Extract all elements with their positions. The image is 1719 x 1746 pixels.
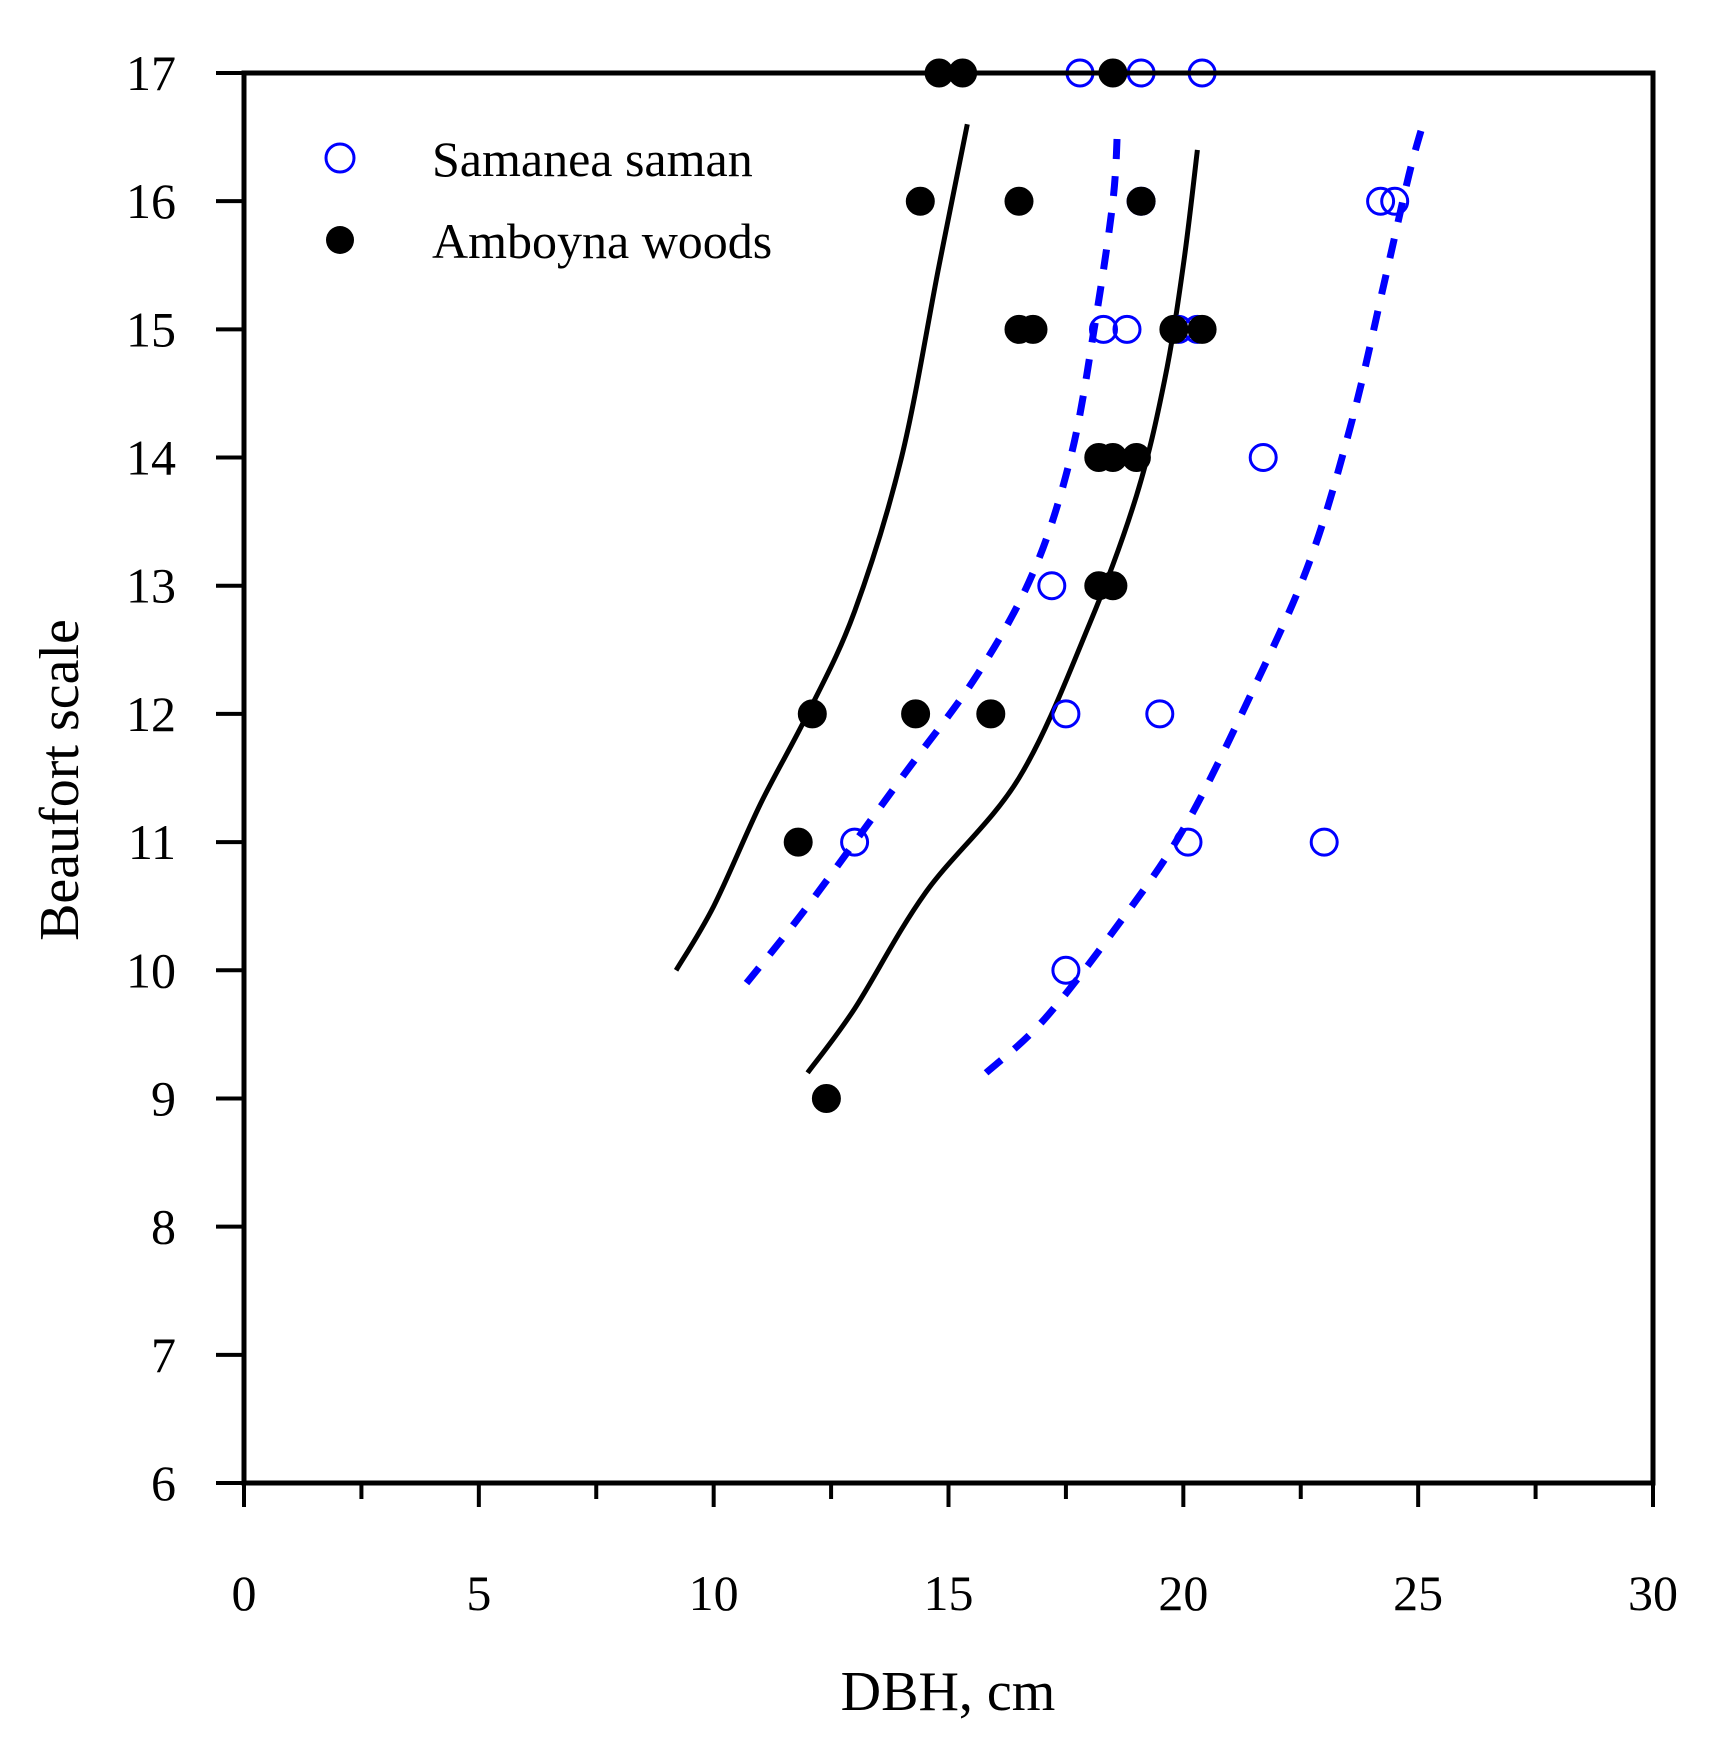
x-tick-label: 0 (232, 1565, 257, 1621)
point-samanea-saman (1051, 699, 1081, 729)
curve-samanea-saman-curve-1 (743, 124, 1122, 986)
fit-curves (673, 123, 1427, 1076)
point-amboyna-woods (976, 699, 1006, 729)
point-samanea-saman (1380, 186, 1410, 216)
point-amboyna-woods (1121, 443, 1151, 472)
y-tick-label: 11 (128, 814, 176, 870)
point-samanea-saman (1051, 955, 1081, 985)
point-amboyna-woods (797, 699, 827, 729)
legend-label-samanea-saman: Samanea saman (432, 131, 753, 187)
curve-amboyna-woods-curve-2 (805, 149, 1200, 1075)
legend: Samanea saman Amboyna woods (324, 131, 772, 269)
y-tick-label: 6 (151, 1455, 176, 1511)
y-tick-label: 7 (151, 1327, 176, 1383)
y-axis-title: Beaufort scale (29, 619, 91, 941)
x-tick-label: 25 (1393, 1565, 1443, 1621)
axes (241, 70, 1656, 1486)
point-samanea-saman (840, 827, 870, 857)
point-amboyna-woods (1159, 314, 1189, 344)
y-tick-label: 12 (126, 686, 176, 742)
y-tick-label: 14 (126, 430, 176, 486)
y-tick-label: 17 (126, 45, 176, 101)
legend-marker-samanea-saman (324, 142, 356, 174)
x-tick-label: 10 (689, 1565, 739, 1621)
point-samanea-saman (1309, 827, 1339, 857)
x-tick-label: 30 (1628, 1565, 1678, 1621)
y-tick-label: 10 (126, 942, 176, 998)
y-tick-label: 13 (126, 558, 176, 614)
point-amboyna-woods (811, 1084, 841, 1113)
point-amboyna-woods (1018, 314, 1048, 344)
y-tick-label: 15 (126, 301, 176, 357)
point-amboyna-woods (1004, 186, 1034, 216)
x-tick-label: 15 (924, 1565, 974, 1621)
y-tick-label: 16 (126, 173, 176, 229)
point-samanea-saman (1248, 443, 1278, 472)
point-amboyna-woods (905, 186, 935, 216)
curve-samanea-saman-curve-2 (983, 123, 1427, 1076)
point-amboyna-woods (1187, 314, 1217, 344)
y-tick-label: 8 (151, 1199, 176, 1255)
legend-label-amboyna-woods: Amboyna woods (432, 213, 772, 269)
point-samanea-saman (1112, 314, 1142, 344)
plot-frame (241, 70, 1656, 1486)
point-amboyna-woods (1126, 186, 1156, 216)
point-samanea-saman (1366, 186, 1396, 216)
y-tick-label: 9 (151, 1070, 176, 1126)
ticks: 0 5 10 15 20 25 30 6 7 8 9 10 11 12 13 14 15 16 17 (126, 45, 1678, 1621)
point-samanea-saman (1145, 699, 1175, 729)
point-amboyna-woods (783, 827, 813, 857)
point-amboyna-woods (901, 699, 931, 729)
point-samanea-saman (1089, 314, 1118, 344)
x-tick-label: 20 (1158, 1565, 1208, 1621)
x-axis-title: DBH, cm (841, 1661, 1056, 1723)
point-samanea-saman (1037, 571, 1067, 601)
point-samanea-saman (1173, 827, 1203, 857)
point-amboyna-woods (1098, 571, 1128, 601)
curve-amboyna-woods-curve-1 (673, 123, 970, 972)
x-tick-label: 5 (466, 1565, 491, 1621)
legend-marker-amboyna-woods (326, 226, 354, 254)
